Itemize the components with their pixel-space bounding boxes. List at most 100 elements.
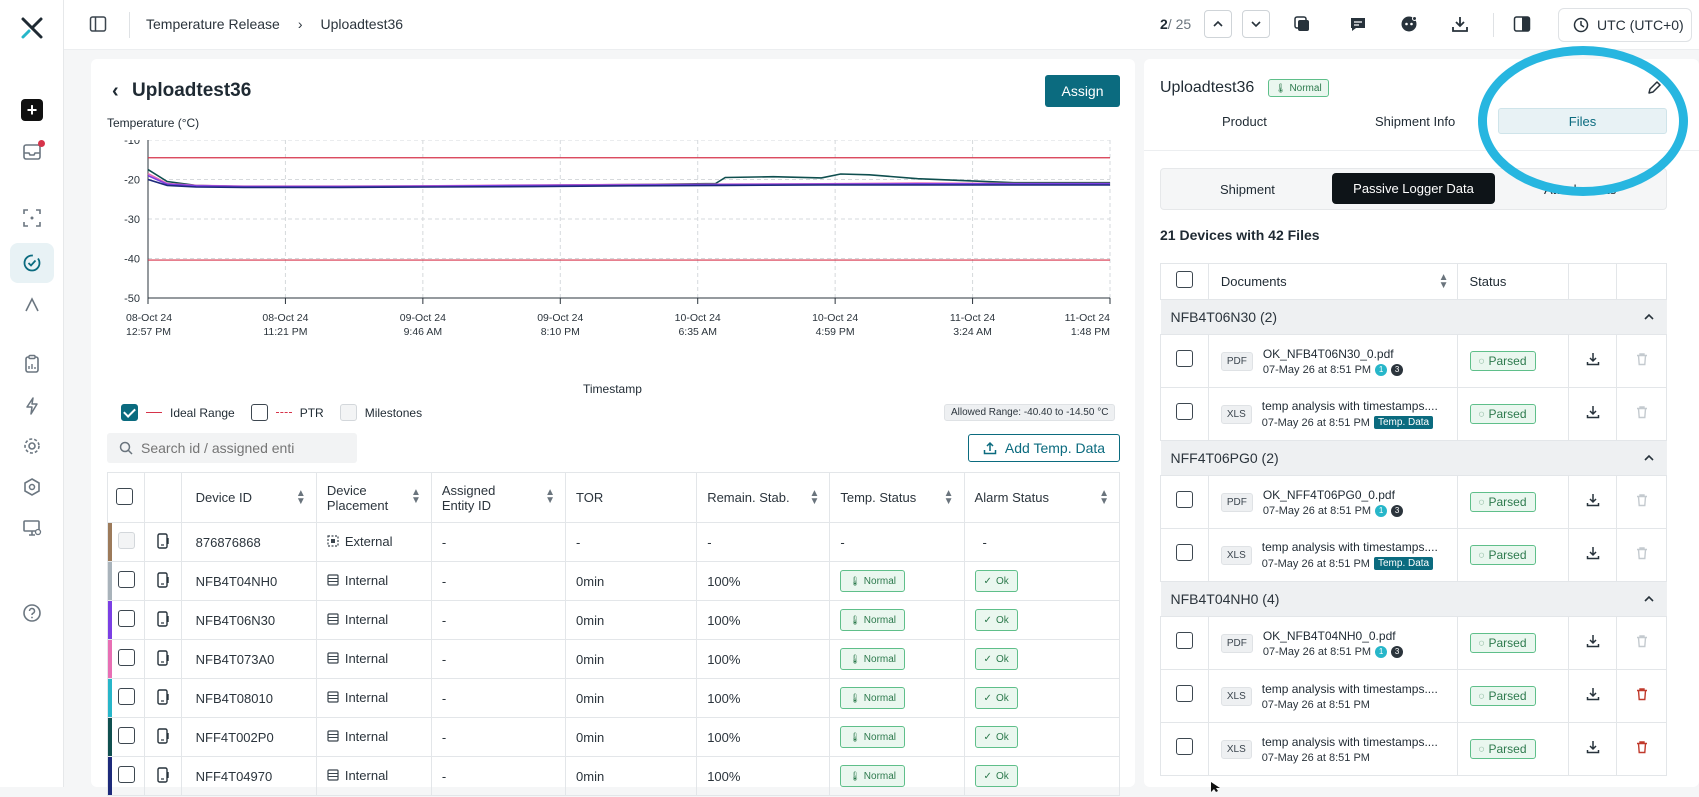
file-name[interactable]: OK_NFB4T04NH0_0.pdf — [1262, 628, 1396, 643]
chevron-up-icon[interactable] — [1643, 592, 1655, 608]
subtab-shipment[interactable]: Shipment — [1220, 182, 1275, 197]
col-assigned-entity[interactable]: ▲ ▼ Assigned Entity ID — [430, 472, 567, 523]
add-temp-data-button[interactable]: Add Temp. Data — [968, 434, 1120, 462]
select-all-checkbox[interactable] — [116, 487, 133, 505]
file-row[interactable]: XLS temp analysis with timestamps.... 07… — [1160, 669, 1667, 723]
device-id[interactable]: NFB4T073A0 — [180, 639, 317, 679]
ptr-checkbox[interactable] — [250, 404, 268, 421]
file-group-row[interactable]: NFB4T04NH0 (4) — [1160, 581, 1667, 617]
file-name[interactable]: temp analysis with timestamps.... — [1261, 734, 1438, 749]
row-checkbox[interactable] — [118, 532, 135, 549]
hexagon-settings-icon[interactable] — [10, 467, 54, 507]
file-group-row[interactable]: NFF4T06PG0 (2) — [1160, 440, 1667, 476]
file-name[interactable]: OK_NFB4T06N30_0.pdf — [1262, 346, 1394, 361]
download-icon[interactable] — [1448, 12, 1472, 36]
device-id[interactable]: NFB4T08010 — [180, 678, 317, 718]
row-checkbox[interactable] — [118, 610, 135, 627]
next-record-button[interactable] — [1242, 10, 1270, 38]
tab-shipment-info[interactable]: Shipment Info — [1375, 114, 1456, 129]
copy-icon[interactable] — [1290, 12, 1314, 36]
sort-icon[interactable]: ▲ ▼ — [809, 487, 820, 507]
file-row[interactable]: PDF OK_NFB4T04NH0_0.pdf 07-May 26 at 8:5… — [1160, 616, 1667, 670]
row-checkbox[interactable] — [118, 571, 135, 588]
table-row[interactable]: NFB4T06N30 Internal - 0min 100% 🌡 Normal … — [106, 600, 1121, 640]
row-checkbox[interactable] — [118, 649, 135, 666]
file-checkbox[interactable] — [1175, 491, 1193, 508]
file-row[interactable]: XLS temp analysis with timestamps.... 07… — [1160, 722, 1667, 776]
delete-file-icon[interactable] — [1616, 528, 1667, 582]
file-row[interactable]: XLS temp analysis with timestamps.... 07… — [1160, 528, 1667, 582]
temperature-release-icon[interactable] — [10, 243, 54, 283]
file-group-row[interactable]: NFB4T06N30 (2) — [1160, 299, 1667, 335]
sort-icon[interactable]: ▲ ▼ — [1099, 487, 1109, 507]
file-checkbox[interactable] — [1175, 544, 1193, 561]
sidebar-toggle-icon[interactable] — [86, 12, 110, 36]
comment-icon[interactable] — [1346, 12, 1370, 36]
col-temp-status[interactable]: Temp. Status ▲ ▼ — [829, 472, 965, 523]
help-icon[interactable] — [10, 593, 54, 633]
device-id[interactable]: NFB4T04NH0 — [180, 561, 317, 601]
download-file-icon[interactable] — [1568, 722, 1618, 776]
file-row[interactable]: PDF OK_NFF4T06PG0_0.pdf 07-May 26 at 8:5… — [1160, 475, 1667, 529]
file-name[interactable]: temp analysis with timestamps.... — [1261, 540, 1438, 554]
col-remain-stab[interactable]: Remain. Stab. ▲ ▼ — [696, 472, 831, 523]
search-input[interactable] — [141, 440, 341, 456]
file-row[interactable]: XLS temp analysis with timestamps.... 07… — [1160, 387, 1667, 441]
download-file-icon[interactable] — [1568, 475, 1618, 529]
file-checkbox[interactable] — [1175, 738, 1193, 755]
delete-file-icon[interactable] — [1616, 475, 1667, 529]
monitor-settings-icon[interactable] — [10, 508, 54, 548]
sort-icon[interactable]: ▲ ▼ — [410, 486, 421, 506]
file-row[interactable]: PDF OK_NFB4T06N30_0.pdf 07-May 26 at 8:5… — [1160, 334, 1667, 388]
sort-icon[interactable]: ▲ ▼ — [545, 486, 556, 506]
download-file-icon[interactable] — [1568, 528, 1618, 582]
assign-button[interactable]: Assign — [1045, 75, 1120, 107]
row-checkbox[interactable] — [118, 727, 135, 744]
download-file-icon[interactable] — [1568, 669, 1618, 723]
add-icon[interactable]: + — [10, 90, 54, 130]
milestones-checkbox[interactable] — [339, 404, 357, 421]
table-row[interactable]: 876876868 External - - - - - — [106, 522, 1121, 562]
breadcrumb-parent[interactable]: Temperature Release — [146, 16, 280, 32]
file-checkbox[interactable] — [1175, 632, 1193, 649]
device-id[interactable]: NFF4T04970 — [180, 756, 317, 796]
delete-file-icon[interactable] — [1616, 669, 1667, 723]
lightning-icon[interactable] — [10, 386, 54, 426]
settings-icon[interactable] — [10, 426, 54, 466]
app-logo[interactable] — [18, 14, 46, 42]
file-name[interactable]: OK_NFF4T06PG0_0.pdf — [1262, 487, 1395, 502]
delete-file-icon[interactable] — [1616, 722, 1667, 776]
timezone-button[interactable]: UTC (UTC+0) — [1558, 8, 1692, 42]
back-button[interactable]: ‹ — [112, 80, 119, 102]
select-all-files-checkbox[interactable] — [1175, 270, 1193, 288]
download-file-icon[interactable] — [1568, 616, 1618, 670]
chevron-up-icon[interactable] — [1643, 310, 1655, 326]
subtab-passive-logger-data[interactable]: Passive Logger Data — [1332, 173, 1495, 204]
device-id[interactable]: NFF4T002P0 — [180, 717, 317, 757]
delete-file-icon[interactable] — [1616, 334, 1667, 388]
table-row[interactable]: NFB4T073A0 Internal - 0min 100% 🌡 Normal … — [106, 639, 1121, 679]
panel-toggle-icon[interactable] — [1510, 12, 1534, 36]
inbox-icon[interactable] — [10, 132, 54, 172]
table-row[interactable]: NFB4T04NH0 Internal - 0min 100% 🌡 Normal … — [106, 561, 1121, 601]
tab-product[interactable]: Product — [1222, 114, 1267, 129]
prev-record-button[interactable] — [1204, 10, 1232, 38]
table-row[interactable]: NFF4T002P0 Internal - 0min 100% 🌡 Normal … — [106, 717, 1121, 757]
device-id[interactable]: 876876868 — [180, 522, 317, 562]
chevron-up-icon[interactable] — [1643, 451, 1655, 467]
file-name[interactable]: temp analysis with timestamps.... — [1261, 399, 1438, 413]
table-row[interactable]: NFB4T08010 Internal - 0min 100% 🌡 Normal … — [106, 678, 1121, 718]
clipboard-icon[interactable] — [10, 344, 54, 384]
search-box[interactable] — [107, 433, 357, 463]
file-checkbox[interactable] — [1175, 403, 1193, 420]
sort-icon[interactable]: ▲ ▼ — [295, 487, 306, 507]
ai-assistant-icon[interactable] — [1397, 12, 1421, 36]
col-device-id[interactable]: Device ID ▲ ▼ — [180, 472, 317, 523]
col-alarm-status[interactable]: Alarm Status ▲ ▼ — [963, 472, 1121, 523]
delete-file-icon[interactable] — [1616, 616, 1667, 670]
col-tor[interactable]: TOR — [565, 472, 698, 523]
download-file-icon[interactable] — [1568, 387, 1618, 441]
row-checkbox[interactable] — [118, 688, 135, 705]
scan-icon[interactable] — [10, 198, 54, 238]
device-id[interactable]: NFB4T06N30 — [180, 600, 317, 640]
